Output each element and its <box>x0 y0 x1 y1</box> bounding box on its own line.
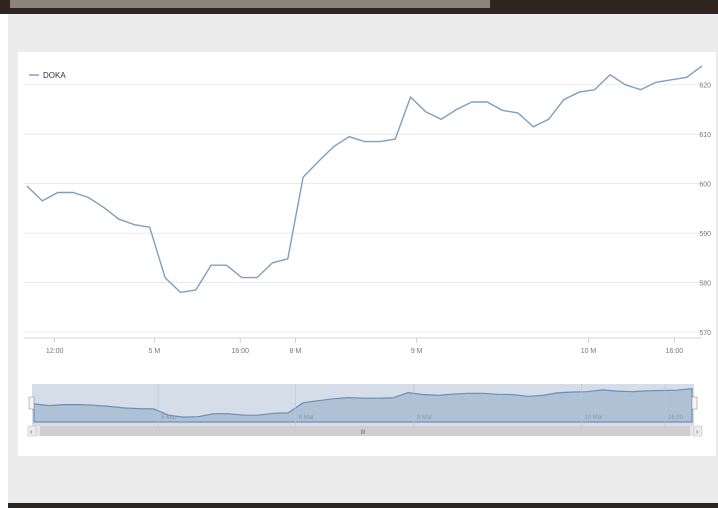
y-tick-label: 580 <box>699 281 711 288</box>
navigator-tick-label: 5 Mar <box>161 415 176 421</box>
x-tick-label: 12:00 <box>46 348 64 355</box>
bottom-bar <box>8 503 718 508</box>
top-bar <box>0 0 718 14</box>
navigator-tick-label: 10 Mar <box>584 415 603 421</box>
navigator-axis-labels: 5 Mar 8 Mar 9 Mar 10 Mar 16:00 <box>157 384 684 426</box>
chart-card: DOKA 12:00 5 M 16:00 8 M 9 M 10 M 16:00 570 580… <box>18 52 716 456</box>
grid-lines <box>24 84 702 333</box>
x-tick-label: 16:00 <box>666 348 684 355</box>
navigator-handle-left[interactable] <box>28 396 35 410</box>
scrollbar-thumb[interactable] <box>40 426 690 436</box>
x-tick-label: 9 M <box>411 348 423 355</box>
navigator-tick-label: 9 Mar <box>417 415 432 421</box>
scrollbar-right-button[interactable] <box>693 425 703 437</box>
x-tick-label: 16:00 <box>231 348 249 355</box>
scrollbar-left-button[interactable] <box>27 425 37 437</box>
series-line-doka[interactable] <box>26 65 703 294</box>
y-tick-label: 590 <box>699 231 711 238</box>
navigator-series-area <box>33 388 693 423</box>
navigator-tick-label: 16:00 <box>668 415 684 421</box>
navigator[interactable]: 5 Mar 8 Mar 9 Mar 10 Mar 16:00 ‹ › III <box>27 384 703 437</box>
navigator-tick-label: 8 Mar <box>299 415 314 421</box>
x-tick-label: 5 M <box>148 348 160 355</box>
scroll-left-arrow-icon: ‹ <box>30 429 33 436</box>
y-tick-label: 610 <box>699 132 711 139</box>
y-tick-label: 600 <box>699 182 711 189</box>
x-tick-label: 10 M <box>581 348 597 355</box>
legend[interactable]: DOKA <box>29 71 66 80</box>
scrollbar-grip: III <box>360 430 365 436</box>
scroll-right-arrow-icon: › <box>696 429 699 436</box>
top-bar-tab <box>10 0 490 8</box>
y-axis: 570 580 590 600 610 620 <box>699 83 711 337</box>
y-tick-label: 620 <box>699 83 711 90</box>
y-tick-label: 570 <box>699 330 711 337</box>
x-axis: 12:00 5 M 16:00 8 M 9 M 10 M 16:00 <box>46 338 683 355</box>
stock-chart[interactable]: DOKA 12:00 5 M 16:00 8 M 9 M 10 M 16:00 570 580… <box>18 52 716 456</box>
navigator-handle-right[interactable] <box>691 396 698 410</box>
x-tick-label: 8 M <box>290 348 302 355</box>
legend-label: DOKA <box>43 71 66 80</box>
